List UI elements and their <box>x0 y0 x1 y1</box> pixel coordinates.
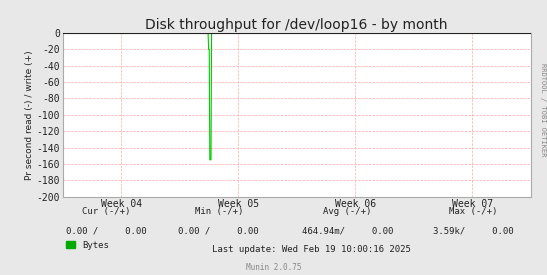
Text: Max (-/+): Max (-/+) <box>449 207 497 216</box>
Text: RRDTOOL / TOBI OETIKER: RRDTOOL / TOBI OETIKER <box>540 63 546 157</box>
Y-axis label: Pr second read (-) / write (+): Pr second read (-) / write (+) <box>25 50 34 180</box>
Text: 0.00 /     0.00: 0.00 / 0.00 <box>178 226 259 235</box>
Text: 464.94m/     0.00: 464.94m/ 0.00 <box>301 226 393 235</box>
Title: Disk throughput for /dev/loop16 - by month: Disk throughput for /dev/loop16 - by mon… <box>146 18 448 32</box>
Legend: Bytes: Bytes <box>63 237 113 253</box>
Text: Min (-/+): Min (-/+) <box>195 207 243 216</box>
Text: 3.59k/     0.00: 3.59k/ 0.00 <box>433 226 514 235</box>
Text: Cur (-/+): Cur (-/+) <box>83 207 131 216</box>
Text: Avg (-/+): Avg (-/+) <box>323 207 371 216</box>
Text: Munin 2.0.75: Munin 2.0.75 <box>246 263 301 272</box>
Text: Last update: Wed Feb 19 10:00:16 2025: Last update: Wed Feb 19 10:00:16 2025 <box>212 245 411 254</box>
Text: 0.00 /     0.00: 0.00 / 0.00 <box>66 226 147 235</box>
